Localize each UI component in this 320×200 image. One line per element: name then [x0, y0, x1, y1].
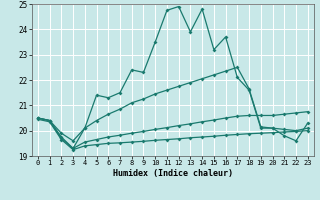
X-axis label: Humidex (Indice chaleur): Humidex (Indice chaleur) — [113, 169, 233, 178]
